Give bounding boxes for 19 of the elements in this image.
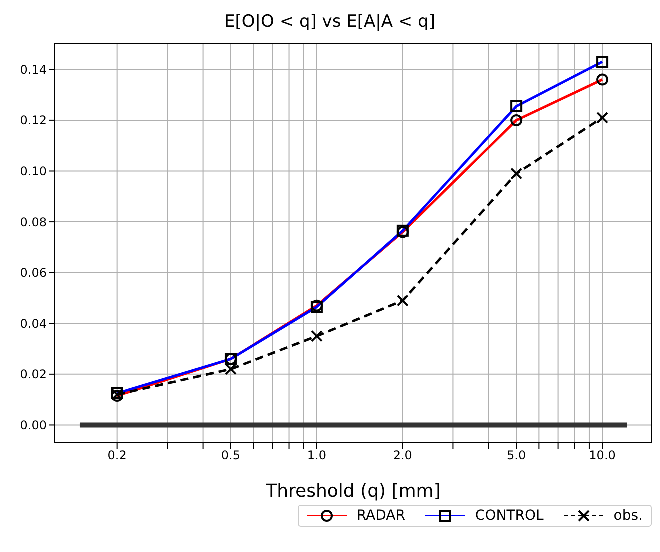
- legend-label: obs.: [614, 508, 643, 524]
- x-tick-label: 0.2: [108, 448, 127, 463]
- y-tick-label: 0.12: [20, 114, 47, 128]
- y-tick-label: 0.06: [20, 266, 47, 280]
- x-tick-label: 2.0: [393, 448, 412, 463]
- y-tick-label: 0.02: [20, 368, 47, 382]
- x-tick-label: 0.5: [221, 448, 241, 463]
- x-tick-label: 1.0: [307, 448, 326, 463]
- legend-label: RADAR: [356, 508, 406, 524]
- x-tick-label: 10.0: [589, 448, 616, 463]
- y-tick-label: 0.14: [20, 62, 47, 77]
- y-tick-label: 0.04: [20, 316, 47, 331]
- legend-label: CONTROL: [475, 508, 544, 524]
- x-tick-label: 5.0: [507, 448, 526, 463]
- chart-title: E[O|O < q] vs E[A|A < q]: [224, 11, 436, 34]
- y-tick-label: 0.00: [20, 418, 47, 432]
- y-tick-label: 0.08: [20, 215, 47, 230]
- x-axis-title: Threshold (q) [mm]: [265, 481, 441, 502]
- y-tick-label: 0.10: [20, 164, 47, 179]
